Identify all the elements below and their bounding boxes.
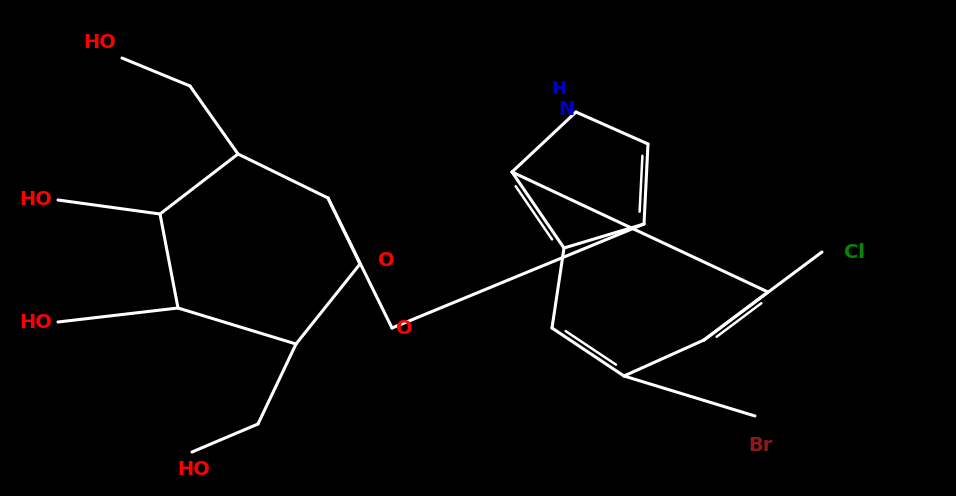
Text: O: O — [378, 250, 395, 269]
Text: Cl: Cl — [844, 243, 865, 261]
Text: HO: HO — [19, 190, 52, 209]
Text: H: H — [551, 80, 566, 98]
Text: HO: HO — [19, 312, 52, 331]
Text: HO: HO — [178, 460, 210, 479]
Text: HO: HO — [83, 33, 116, 52]
Text: N: N — [557, 101, 574, 120]
Text: O: O — [396, 318, 413, 337]
Text: Br: Br — [748, 436, 772, 455]
